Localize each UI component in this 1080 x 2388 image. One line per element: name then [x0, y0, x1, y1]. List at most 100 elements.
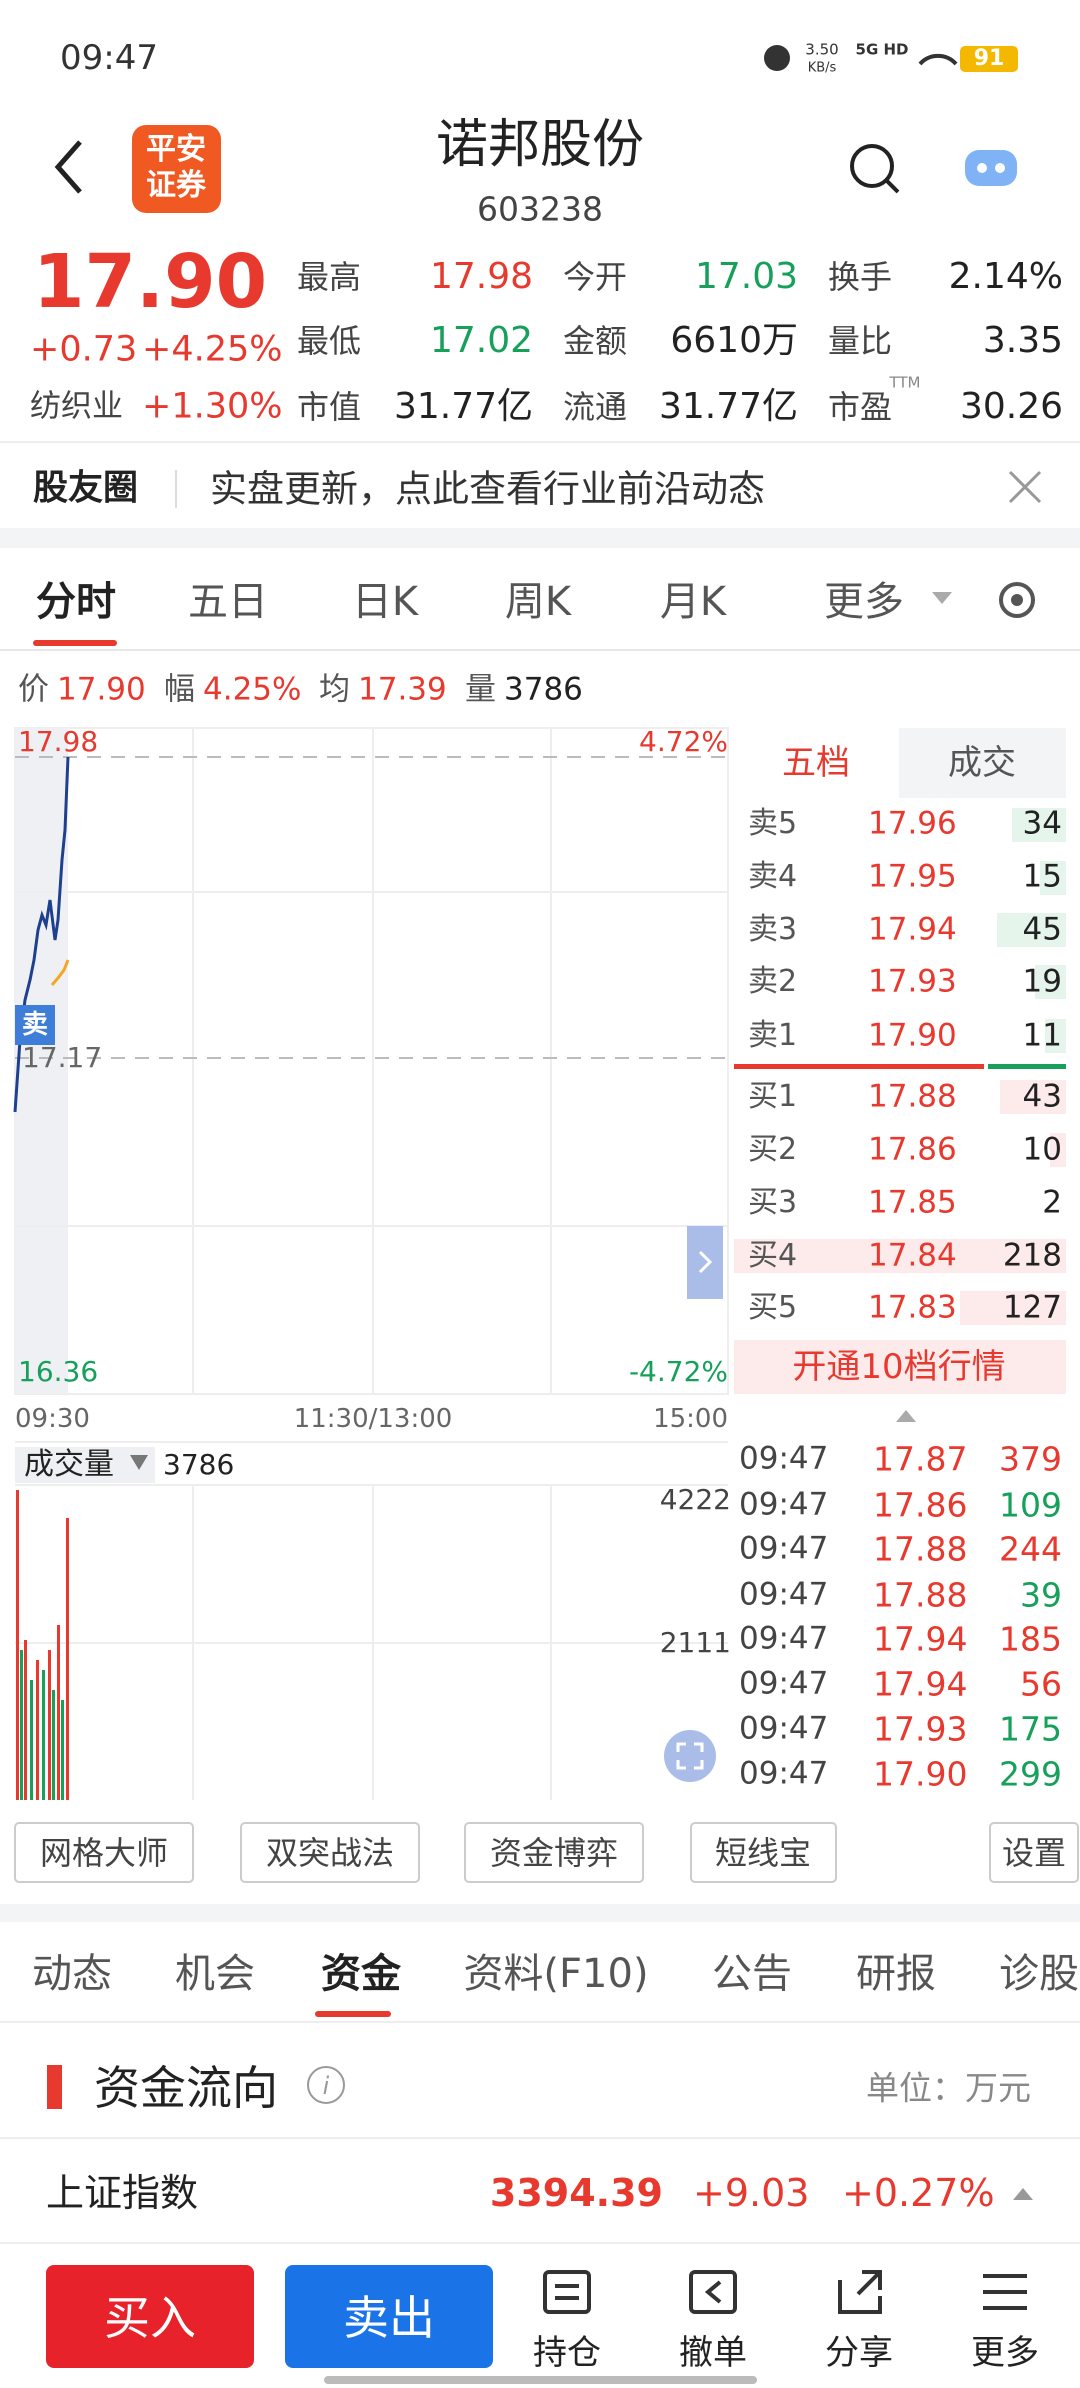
stat-label: 流通 — [563, 388, 628, 426]
logo: 证券 — [146, 168, 206, 203]
section-tab[interactable]: 机会 — [175, 1951, 255, 1997]
ask-price: 17.96 — [868, 805, 957, 842]
change: +0.73 — [30, 329, 138, 370]
section-tab[interactable]: 动态 — [32, 1951, 112, 1997]
ask-label: 卖2 — [748, 964, 798, 999]
stat-value: 17.98 — [429, 256, 533, 297]
ask-volume: 34 — [1022, 805, 1062, 842]
ask-volume: 19 — [1022, 963, 1062, 1000]
trade-time: 09:47 — [739, 1710, 829, 1747]
tab[interactable]: 月K — [659, 579, 727, 625]
trade-price: 17.93 — [873, 1709, 968, 1749]
trade-time: 09:47 — [739, 1530, 829, 1567]
trade-price: 17.90 — [873, 1754, 968, 1794]
axis-label: 4.72% — [639, 725, 728, 758]
info-label: 量 — [465, 671, 496, 708]
stat-value: 2.14% — [948, 256, 1063, 297]
info-label: 价 — [18, 671, 49, 708]
unit-label: 单位：万元 — [866, 2068, 1031, 2108]
info-label: 均 — [319, 671, 350, 708]
info-value: 4.25% — [203, 671, 302, 708]
bid-volume: 2 — [1042, 1184, 1062, 1221]
section-tab[interactable]: 研报 — [856, 1951, 936, 1997]
ask-label: 卖4 — [748, 859, 798, 894]
stat-label: 最高 — [297, 258, 362, 296]
tool-button[interactable]: 设置 — [1001, 1834, 1067, 1872]
bid-volume: 43 — [1022, 1078, 1062, 1115]
bid-price: 17.84 — [868, 1237, 957, 1274]
sell-tag: 卖 — [21, 1010, 49, 1040]
upgrade-link[interactable]: 开通10档行情 — [792, 1347, 1006, 1387]
net-speed: 3.50 — [805, 40, 839, 59]
trade-time: 09:47 — [739, 1620, 829, 1657]
vol-label: 成交量 — [24, 1447, 114, 1482]
trade-volume: 244 — [999, 1529, 1062, 1569]
time-label: 09:30 — [15, 1404, 90, 1434]
action-button[interactable]: 持仓 — [533, 2333, 601, 2373]
bid-volume: 10 — [1022, 1131, 1062, 1168]
trade-volume: 185 — [999, 1619, 1062, 1659]
index-value: 3394.39 — [489, 2171, 663, 2215]
tab[interactable]: 五日 — [188, 579, 268, 625]
logo: 平安 — [146, 132, 206, 167]
book-tab[interactable]: 五档 — [782, 743, 850, 783]
tab[interactable]: 分时 — [36, 579, 116, 625]
info-icon[interactable]: i — [322, 2072, 330, 2100]
ask-label: 卖1 — [748, 1018, 798, 1053]
index-pct: +0.27% — [842, 2171, 995, 2215]
trade-volume: 379 — [999, 1439, 1062, 1479]
trade-price: 17.86 — [873, 1485, 968, 1525]
network: 5G HD — [855, 40, 909, 59]
tab[interactable]: 日K — [351, 579, 419, 625]
bid-volume: 127 — [1002, 1289, 1062, 1326]
trade-price: 17.94 — [873, 1619, 968, 1659]
ask-volume: 45 — [1022, 911, 1062, 948]
tab[interactable]: 更多 — [824, 579, 904, 625]
ask-label: 卖5 — [748, 806, 798, 841]
trade-time: 09:47 — [739, 1486, 829, 1523]
battery: 91 — [973, 46, 1005, 71]
bid-label: 买4 — [748, 1238, 798, 1273]
section-title: 资金流向 — [94, 2061, 278, 2115]
ask-price: 17.95 — [868, 858, 957, 895]
ask-price: 17.90 — [868, 1017, 957, 1054]
vol-tick: 2111 — [659, 1626, 731, 1659]
tool-button[interactable]: 网格大师 — [39, 1834, 169, 1872]
tool-button[interactable]: 短线宝 — [714, 1834, 812, 1872]
buy-button[interactable]: 买入 — [104, 2291, 196, 2345]
stat-value: 17.03 — [694, 256, 798, 297]
section-tab[interactable]: 资料(F10) — [463, 1951, 649, 1997]
axis-label: 16.36 — [18, 1355, 99, 1388]
trade-time: 09:47 — [739, 1440, 829, 1477]
stat-label: 量比 — [828, 322, 893, 360]
book-tab[interactable]: 成交 — [948, 743, 1016, 783]
section-tab[interactable]: 资金 — [321, 1951, 401, 1997]
action-button[interactable]: 更多 — [971, 2333, 1039, 2373]
action-button[interactable]: 分享 — [825, 2333, 893, 2373]
stat-value: 3.35 — [982, 320, 1063, 361]
bid-price: 17.83 — [868, 1289, 957, 1326]
tool-button[interactable]: 双突战法 — [265, 1834, 395, 1872]
sector-pct: +1.30% — [142, 386, 283, 427]
section-tab[interactable]: 诊股 — [999, 1951, 1079, 1997]
ask-volume: 11 — [1022, 1017, 1062, 1054]
section-tab[interactable]: 公告 — [712, 1951, 792, 1997]
net-unit: KB/s — [807, 60, 837, 76]
info-label: 幅 — [164, 671, 195, 708]
bid-label: 买5 — [748, 1290, 798, 1325]
bid-price: 17.88 — [868, 1078, 957, 1115]
trade-volume: 56 — [1020, 1664, 1062, 1704]
news-text[interactable]: 实盘更新，点此查看行业前沿动态 — [210, 467, 765, 511]
stat-label: 最低 — [297, 322, 362, 360]
axis-label: 17.98 — [18, 725, 99, 758]
action-button[interactable]: 撤单 — [679, 2333, 747, 2373]
clock: 09:47 — [60, 38, 158, 78]
vol-value: 3786 — [163, 1448, 235, 1481]
stat-label: 今开 — [563, 258, 628, 296]
tab[interactable]: 周K — [504, 579, 572, 625]
bid-volume: 218 — [1002, 1237, 1062, 1274]
tool-button[interactable]: 资金博弈 — [489, 1834, 619, 1872]
sell-button[interactable]: 卖出 — [343, 2291, 435, 2345]
